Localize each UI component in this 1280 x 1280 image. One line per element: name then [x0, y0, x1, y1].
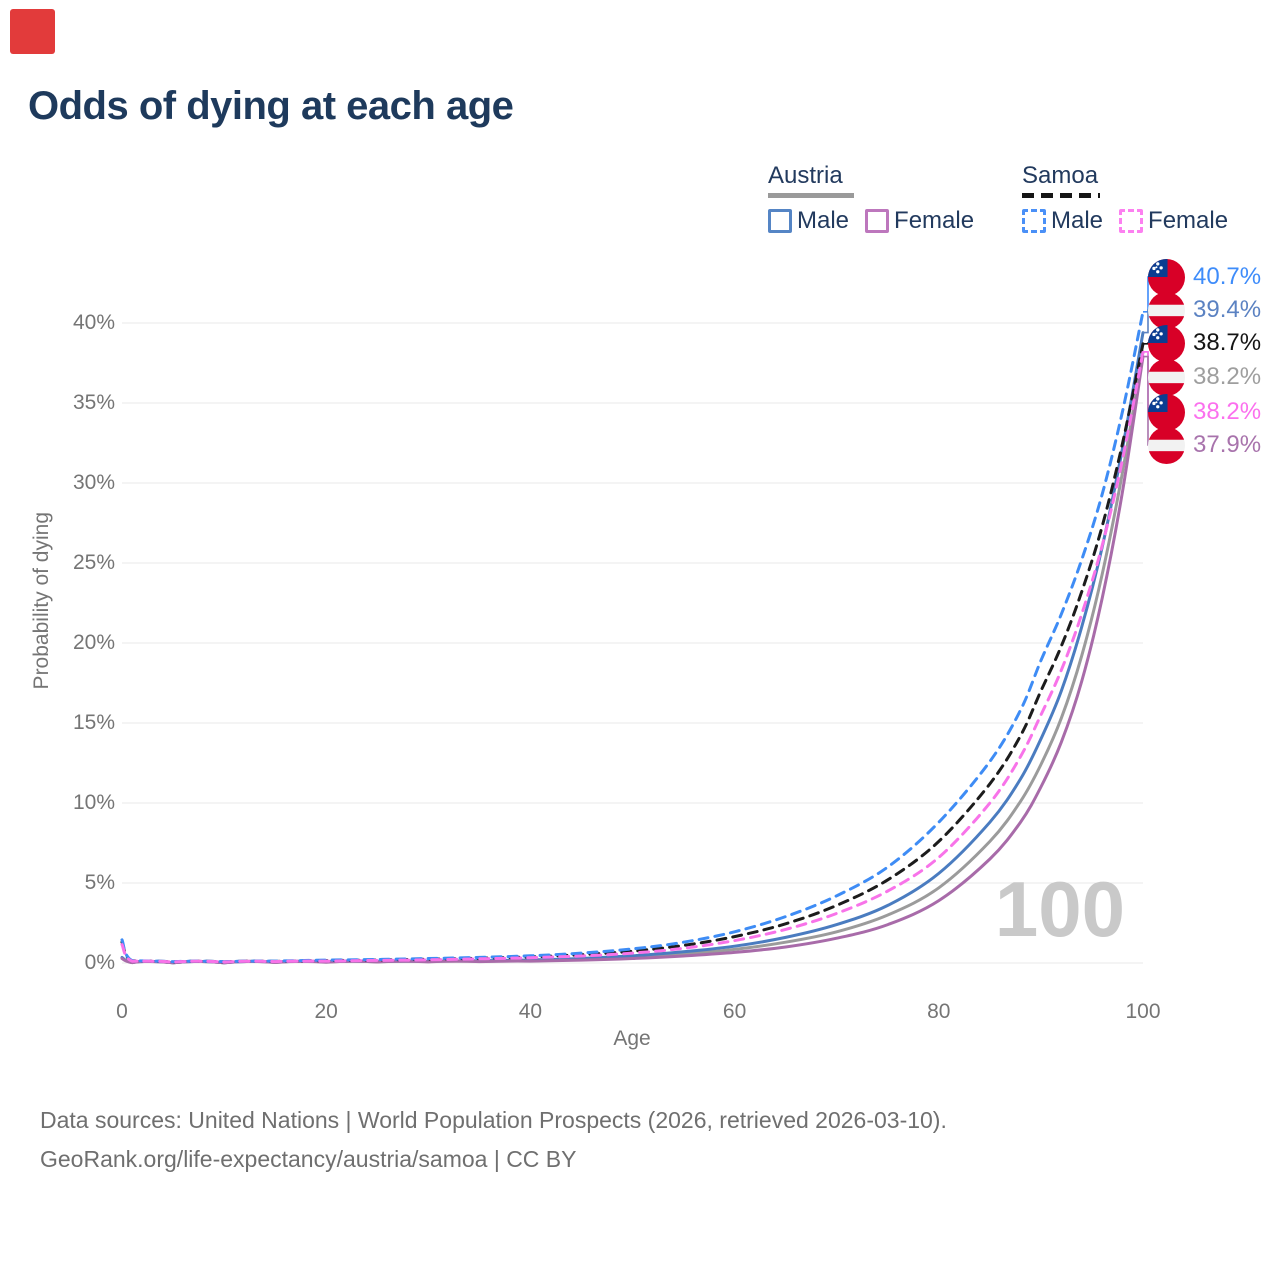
end-label-samoa-female: 38.2% — [1148, 393, 1261, 431]
end-value-samoa-male: 40.7% — [1193, 263, 1262, 290]
y-tick-label: 25% — [72, 551, 115, 574]
x-tick-label: 80 — [927, 1000, 951, 1023]
end-label-austria-male: 39.4% — [1148, 291, 1261, 329]
curve-austria-male — [120, 331, 1145, 965]
end-label-austria-total: 38.2% — [1148, 358, 1261, 396]
end-label-samoa-male: 40.7% — [1148, 258, 1261, 296]
legend-samoa-underline — [1022, 193, 1100, 198]
y-tick-label: 40% — [72, 311, 115, 334]
legend-samoa-male[interactable]: Male — [1022, 207, 1103, 235]
x-tick-label: 20 — [314, 1000, 338, 1023]
austria-flag-icon — [1148, 426, 1185, 464]
legend-samoa-female[interactable]: Female — [1119, 207, 1228, 235]
legend-label-austria-female: Female — [894, 207, 975, 234]
legend-box-austria-female[interactable] — [865, 209, 890, 233]
legend-label-austria-male: Male — [797, 207, 850, 234]
x-tick-label: 100 — [1125, 1000, 1161, 1023]
x-axis-title: Age — [613, 1027, 651, 1050]
legend-box-samoa-male[interactable] — [1022, 209, 1046, 233]
y-tick-label: 15% — [72, 711, 115, 734]
legend-box-austria-male[interactable] — [768, 209, 792, 233]
y-tick-label: 10% — [72, 791, 115, 814]
y-tick-label: 20% — [72, 631, 115, 654]
age-watermark: 100 — [994, 865, 1126, 953]
y-tick-label: 30% — [72, 471, 115, 494]
y-tick-label: 35% — [72, 391, 115, 414]
x-tick-label: 60 — [722, 1000, 747, 1023]
legend-austria-male[interactable]: Male — [768, 207, 849, 235]
y-axis-title: Probability of dying — [30, 512, 53, 690]
curve-samoa-male — [120, 310, 1145, 964]
y-tick-label: 5% — [84, 871, 115, 894]
end-value-samoa-total: 38.7% — [1193, 329, 1262, 356]
legend-label-samoa-male: Male — [1051, 207, 1104, 234]
samoa-flag-icon — [1148, 258, 1185, 296]
chart-title: Odds of dying at each age — [28, 84, 514, 128]
red-marker — [10, 9, 55, 54]
x-tick-label: 40 — [518, 1000, 543, 1023]
legend-austria-underline — [768, 193, 854, 198]
x-tick-label: 0 — [116, 1000, 128, 1023]
y-tick-label: 0% — [84, 951, 115, 974]
legend-group-samoa: Samoa Male Female — [1022, 162, 1228, 235]
austria-flag-icon — [1148, 291, 1185, 329]
legend-samoa-header[interactable]: Samoa — [1022, 162, 1099, 189]
legend-group-austria: Austria Male Female — [768, 162, 974, 235]
end-value-austria-female: 37.9% — [1193, 431, 1262, 458]
legend-box-samoa-female[interactable] — [1119, 209, 1144, 233]
footer-data-sources: Data sources: United Nations | World Pop… — [40, 1107, 947, 1133]
end-label-austria-female: 37.9% — [1148, 426, 1261, 464]
samoa-flag-icon — [1148, 324, 1185, 362]
legend-austria-female[interactable]: Female — [865, 207, 974, 235]
end-value-austria-total: 38.2% — [1193, 363, 1262, 390]
legend-austria-header[interactable]: Austria — [768, 162, 843, 189]
end-value-austria-male: 39.4% — [1193, 296, 1262, 323]
austria-flag-icon — [1148, 358, 1185, 396]
legend-label-samoa-female: Female — [1148, 207, 1229, 234]
end-label-samoa-total: 38.7% — [1148, 324, 1261, 362]
end-value-samoa-female: 38.2% — [1193, 398, 1262, 425]
samoa-flag-icon — [1148, 393, 1185, 431]
footer-attribution: GeoRank.org/life-expectancy/austria/samo… — [40, 1146, 577, 1172]
